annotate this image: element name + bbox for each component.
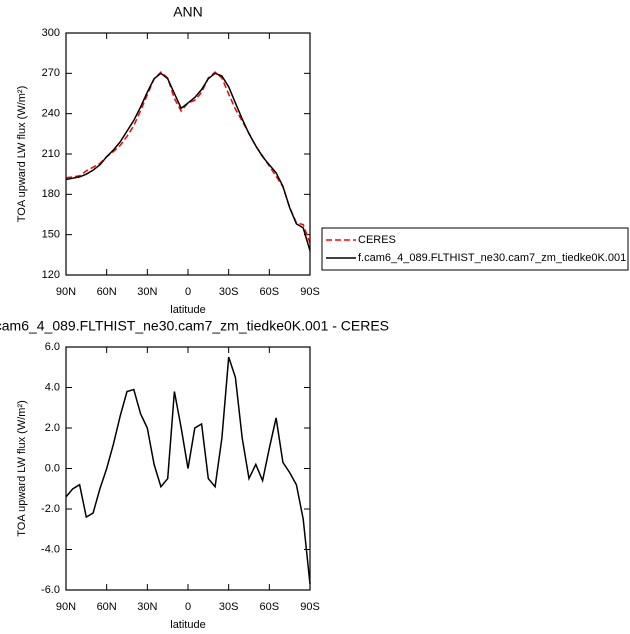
x-tick-label: 0 xyxy=(185,286,191,298)
legend-label: CERES xyxy=(358,234,396,246)
data-line xyxy=(65,72,311,252)
x-tick-label: 0 xyxy=(185,601,191,613)
x-tick-label: 90N xyxy=(56,286,76,298)
x-axis-label: latitude xyxy=(170,619,205,631)
plot-frame xyxy=(65,32,311,276)
y-tick-label: 240 xyxy=(42,108,60,120)
x-tick-label: 30S xyxy=(219,286,239,298)
y-tick-label: 6.0 xyxy=(45,341,60,353)
y-tick-label: -4.0 xyxy=(41,543,60,555)
y-tick-label: 150 xyxy=(42,229,60,241)
x-axis-label: latitude xyxy=(170,304,205,316)
chart-title: f.cam6_4_089.FLTHIST_ne30.cam7_zm_tiedke… xyxy=(0,318,389,334)
x-tick-label: 60N xyxy=(97,601,117,613)
x-tick-label: 30N xyxy=(137,286,157,298)
x-tick-label: 30S xyxy=(219,601,239,613)
y-tick-label: 300 xyxy=(42,27,60,39)
chart-title: ANN xyxy=(173,4,203,20)
y-tick-label: 270 xyxy=(42,67,60,79)
legend-label: f.cam6_4_089.FLTHIST_ne30.cam7_zm_tiedke… xyxy=(358,252,626,264)
y-tick-label: 180 xyxy=(42,188,60,200)
y-tick-label: 2.0 xyxy=(45,422,60,434)
y-tick-label: -2.0 xyxy=(41,503,60,515)
y-tick-label: 120 xyxy=(42,269,60,281)
x-tick-label: 90S xyxy=(300,286,320,298)
plot-frame xyxy=(65,346,311,591)
data-line xyxy=(65,356,311,584)
y-tick-label: 210 xyxy=(42,148,60,160)
data-line xyxy=(65,71,311,244)
x-tick-label: 90N xyxy=(56,601,76,613)
y-tick-label: -6.0 xyxy=(41,584,60,596)
y-tick-label: 0.0 xyxy=(45,462,60,474)
x-tick-label: 90S xyxy=(300,601,320,613)
y-axis-label: TOA upward LW flux (W/m²) xyxy=(16,400,28,537)
x-tick-label: 60S xyxy=(260,601,280,613)
x-tick-label: 60N xyxy=(97,286,117,298)
y-axis-label: TOA upward LW flux (W/m²) xyxy=(16,86,28,223)
y-tick-label: 4.0 xyxy=(45,381,60,393)
x-tick-label: 30N xyxy=(137,601,157,613)
x-tick-label: 60S xyxy=(260,286,280,298)
legend-box xyxy=(321,227,629,271)
